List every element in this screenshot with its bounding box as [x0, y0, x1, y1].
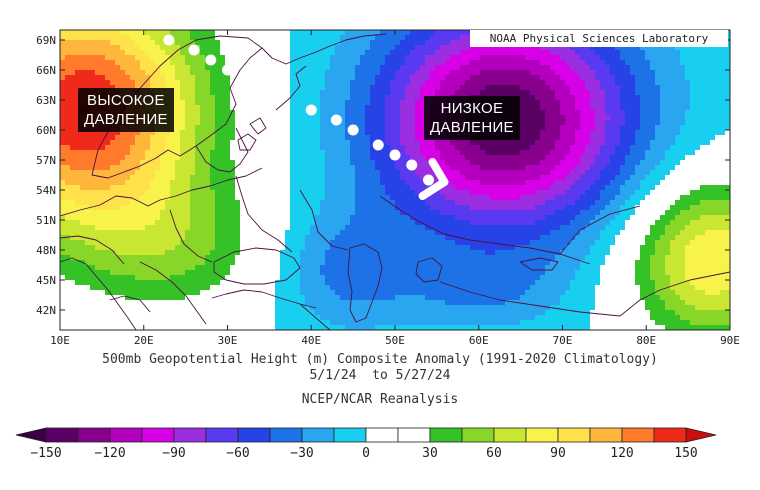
lon-tick-label: 90E — [720, 334, 740, 347]
lon-tick-label: 80E — [636, 334, 656, 347]
trajectory-dot — [423, 174, 434, 186]
colorbar-bin — [109, 427, 143, 443]
colorbar-tick-label: 60 — [486, 446, 502, 461]
colorbar-tick-label: −30 — [290, 446, 314, 461]
trajectory-dot — [389, 149, 401, 161]
low-label-line2: ДАВЛЕНИЕ — [430, 119, 514, 136]
lat-tick-label: 69N — [36, 34, 56, 47]
colorbar — [15, 427, 717, 443]
colorbar-tick-label: −90 — [162, 446, 186, 461]
colorbar-bin — [429, 427, 463, 443]
trajectory-dot — [406, 159, 418, 171]
colorbar-tick-label: 120 — [610, 446, 634, 461]
colorbar-bin — [237, 427, 271, 443]
colorbar-bin — [621, 427, 655, 443]
colorbar-bin — [653, 427, 687, 443]
low-label-line1: НИЗКОЕ — [440, 100, 504, 117]
colorbar-bin — [141, 427, 175, 443]
lon-tick-label: 70E — [553, 334, 573, 347]
map-title: 500mb Geopotential Height (m) Composite … — [102, 352, 658, 367]
lon-tick-label: 10E — [50, 334, 70, 347]
colorbar-bin — [45, 427, 79, 443]
lat-tick-label: 66N — [36, 64, 56, 77]
colorbar-tick-label: 0 — [362, 446, 370, 461]
lat-tick-label: 57N — [36, 154, 56, 167]
date-range: 5/1/24 to 5/27/24 — [309, 368, 451, 383]
colorbar-tick-label: −60 — [226, 446, 250, 461]
colorbar-bin — [205, 427, 239, 443]
trajectory-dot — [222, 64, 233, 76]
colorbar-bin — [525, 427, 559, 443]
trajectory-arrow — [163, 34, 449, 200]
trajectory-dot — [372, 139, 384, 151]
lon-tick-label: 50E — [385, 334, 405, 347]
colorbar-bin — [269, 427, 303, 443]
colorbar-tick-label: 90 — [550, 446, 566, 461]
lat-tick-label: 54N — [36, 184, 56, 197]
lat-tick-label: 42N — [36, 304, 56, 317]
trajectory-dot — [347, 124, 359, 136]
colorbar-tick-label: 150 — [674, 446, 698, 461]
colorbar-bin — [365, 427, 399, 443]
trajectory-dot — [205, 54, 217, 66]
lat-tick-label: 45N — [36, 274, 56, 287]
data-source: NCEP/NCAR Reanalysis — [301, 392, 459, 407]
high-label-line1: ВЫСОКОЕ — [87, 92, 165, 109]
lat-tick-label: 63N — [36, 94, 56, 107]
colorbar-bin — [557, 427, 591, 443]
colorbar-tick-label: 30 — [422, 446, 438, 461]
trajectory-dot — [163, 34, 175, 46]
lon-tick-label: 30E — [218, 334, 238, 347]
trajectory-dot — [330, 114, 342, 126]
trajectory-dot — [238, 74, 250, 86]
low-pressure-label: НИЗКОЕ ДАВЛЕНИЕ — [424, 96, 520, 140]
trajectory-dot — [188, 44, 200, 56]
colorbar-tick-label: −120 — [94, 446, 126, 461]
lon-tick-label: 20E — [134, 334, 154, 347]
lat-tick-label: 48N — [36, 244, 56, 257]
colorbar-bin — [493, 427, 527, 443]
lon-tick-label: 40E — [301, 334, 321, 347]
colorbar-bin — [333, 427, 367, 443]
anomaly-field — [60, 30, 730, 330]
high-label-line2: ДАВЛЕНИЕ — [84, 111, 168, 128]
trajectory-dot — [255, 84, 267, 96]
colorbar-bin — [589, 427, 623, 443]
colorbar-bin — [173, 427, 207, 443]
colorbar-tick-label: −150 — [30, 446, 62, 461]
lat-tick-label: 51N — [36, 214, 56, 227]
axis-ticks: 69N 66N 63N 60N 57N 54N 51N 48N 45N 42N 10E 20E 30E 4… — [36, 30, 740, 347]
lon-tick-label: 60E — [469, 334, 489, 347]
lat-tick-label: 60N — [36, 124, 56, 137]
colorbar-bin — [77, 427, 111, 443]
colorbar-bin — [301, 427, 335, 443]
coastlines — [60, 33, 730, 330]
arrowhead — [418, 158, 449, 200]
colorbar-bin — [461, 427, 495, 443]
colorbar-bin — [397, 427, 431, 443]
high-pressure-label: ВЫСОКОЕ ДАВЛЕНИЕ — [78, 88, 174, 132]
trajectory-dot — [305, 104, 317, 116]
credit-label: NOAA Physical Sciences Laboratory — [470, 30, 728, 47]
